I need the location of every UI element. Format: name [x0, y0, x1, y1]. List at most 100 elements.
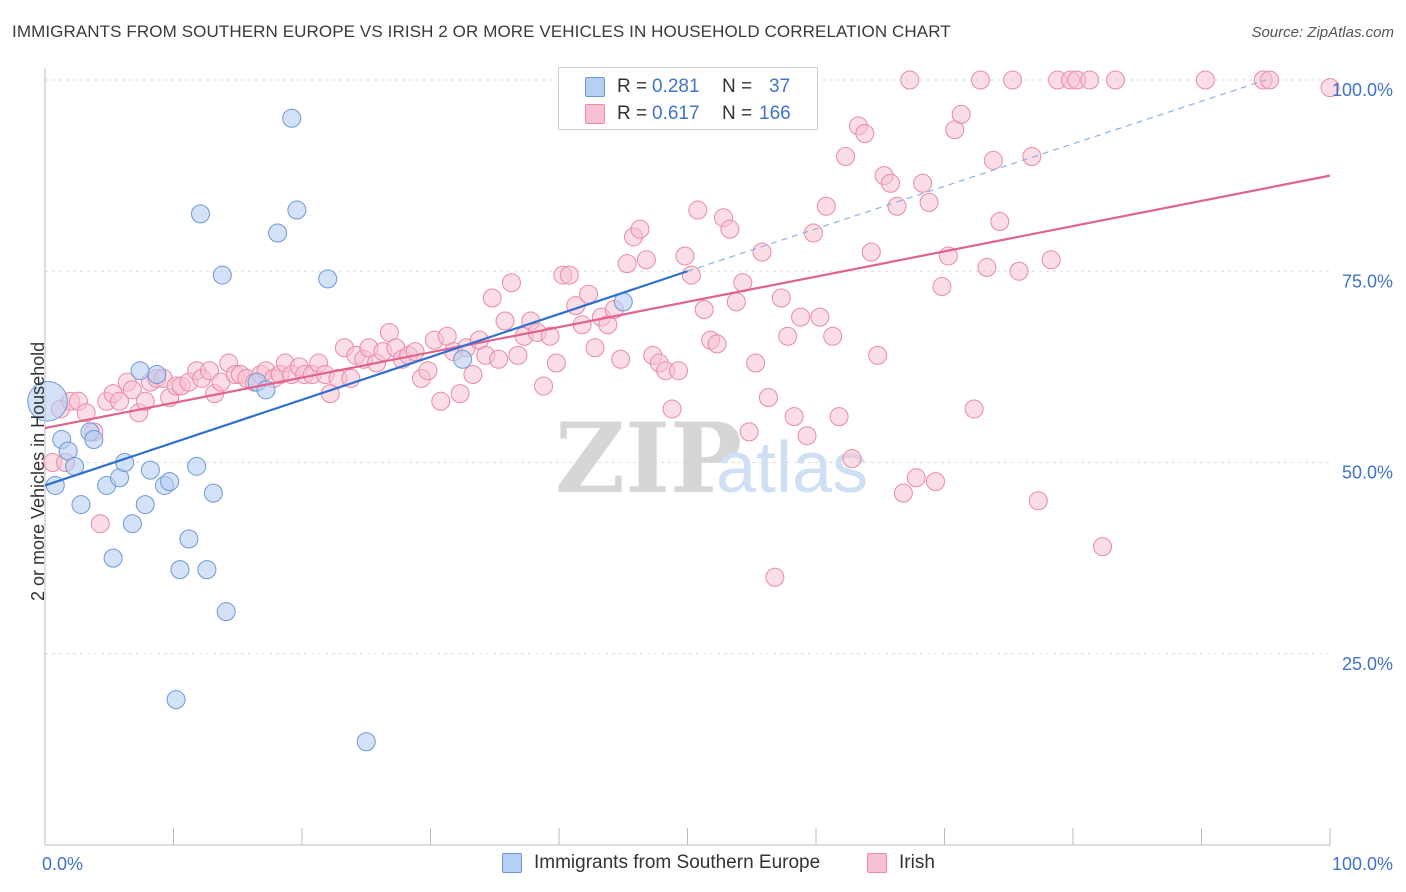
southern-europe-point	[166, 690, 186, 710]
legend-r-label: R =	[617, 103, 648, 124]
irish-point	[739, 422, 759, 442]
irish-point	[1195, 70, 1215, 90]
southern-europe-point	[282, 108, 302, 128]
irish-point	[662, 399, 682, 419]
irish-point	[803, 223, 823, 243]
irish-point	[977, 257, 997, 277]
irish-point	[1080, 70, 1100, 90]
southern-europe-point	[216, 602, 236, 622]
irish-point	[1028, 491, 1048, 511]
legend-n-label: N =	[722, 76, 753, 97]
legend-r-value: 0.281	[652, 76, 700, 97]
legend-r-value: 0.617	[652, 103, 700, 124]
irish-point	[752, 242, 772, 262]
irish-point	[765, 567, 785, 587]
irish-point	[842, 449, 862, 469]
legend-item-southern-europe[interactable]: Immigrants from Southern Europe	[502, 852, 820, 874]
irish-point	[1105, 70, 1125, 90]
irish-point	[199, 361, 219, 381]
irish-point	[797, 426, 817, 446]
irish-point	[1009, 261, 1029, 281]
source-label: Source: ZipAtlas.com	[1251, 24, 1394, 41]
y-tick-label: 50.0%	[1342, 463, 1393, 483]
irish-trend-line	[44, 174, 1331, 430]
y-axis-label-text: 2 or more Vehicles in Household	[28, 341, 48, 601]
irish-point	[791, 307, 811, 327]
irish-point	[881, 173, 901, 193]
irish-point	[913, 173, 933, 193]
legend-label: Irish	[899, 852, 935, 873]
southern-europe-point	[122, 514, 142, 534]
legend-item-irish[interactable]: Irish	[867, 852, 935, 874]
southern-europe-point	[135, 495, 155, 515]
legend-series: Immigrants from Southern Europe Irish	[0, 852, 1406, 878]
irish-point	[823, 326, 843, 346]
y-tick-labels: 25.0% 50.0% 75.0% 100.0%	[1332, 80, 1393, 674]
legend-swatch-pink	[585, 104, 605, 124]
irish-point	[758, 387, 778, 407]
irish-point	[720, 219, 740, 239]
irish-point	[122, 380, 142, 400]
irish-point	[951, 104, 971, 124]
irish-point	[893, 483, 913, 503]
irish-point	[431, 391, 451, 411]
southern-europe-trend-line	[44, 270, 688, 487]
irish-point	[90, 514, 110, 534]
irish-point	[829, 407, 849, 427]
irish-point	[990, 212, 1010, 232]
irish-point	[405, 342, 425, 362]
southern-europe-point	[197, 560, 217, 580]
southern-europe-point	[147, 365, 167, 385]
irish-point	[836, 147, 856, 166]
southern-europe-points	[27, 108, 633, 752]
legend-n-value: 166	[759, 103, 791, 124]
irish-point	[135, 391, 155, 411]
irish-point	[816, 196, 836, 216]
irish-point	[636, 250, 656, 270]
chart-title: IMMIGRANTS FROM SOUTHERN EUROPE VS IRISH…	[12, 22, 951, 41]
southern-europe-point	[318, 269, 338, 289]
irish-point	[906, 468, 926, 488]
legend-swatch-blue	[585, 77, 605, 97]
watermark-zip: ZIP	[555, 402, 742, 515]
legend-n-label: N =	[722, 103, 753, 124]
southern-europe-point	[71, 495, 91, 515]
irish-point	[900, 70, 920, 90]
irish-point	[495, 311, 515, 331]
irish-point	[559, 265, 579, 285]
southern-europe-point	[268, 223, 288, 243]
southern-europe-point	[356, 732, 376, 752]
irish-point	[76, 403, 96, 423]
irish-point	[778, 326, 798, 346]
x-tick-labels: 0.0% 100.0%	[42, 854, 1393, 874]
southern-europe-point	[453, 349, 473, 369]
irish-point	[534, 376, 554, 396]
irish-point	[926, 472, 946, 492]
irish-point	[771, 288, 791, 308]
irish-point	[1093, 537, 1113, 557]
trend-lines	[44, 79, 1331, 487]
irish-point	[1260, 70, 1280, 90]
irish-point	[110, 391, 130, 411]
southern-europe-point	[187, 456, 207, 476]
irish-point	[579, 284, 599, 304]
irish-point	[675, 246, 695, 266]
x-tick-label: 0.0%	[42, 854, 83, 874]
irish-point	[983, 150, 1003, 170]
southern-europe-point	[160, 472, 180, 492]
irish-point	[932, 277, 952, 297]
irish-point	[707, 334, 727, 354]
irish-point	[617, 254, 637, 274]
x-tick-label: 100.0%	[1332, 854, 1393, 874]
y-tick-label: 75.0%	[1342, 271, 1393, 291]
irish-point	[450, 384, 470, 404]
legend-n-value: 37	[769, 76, 791, 97]
irish-point	[418, 361, 438, 381]
southern-europe-point	[84, 430, 104, 450]
irish-point	[508, 345, 528, 365]
irish-point	[726, 292, 746, 312]
irish-point	[919, 192, 939, 212]
irish-point	[681, 265, 701, 285]
irish-point	[463, 365, 483, 385]
